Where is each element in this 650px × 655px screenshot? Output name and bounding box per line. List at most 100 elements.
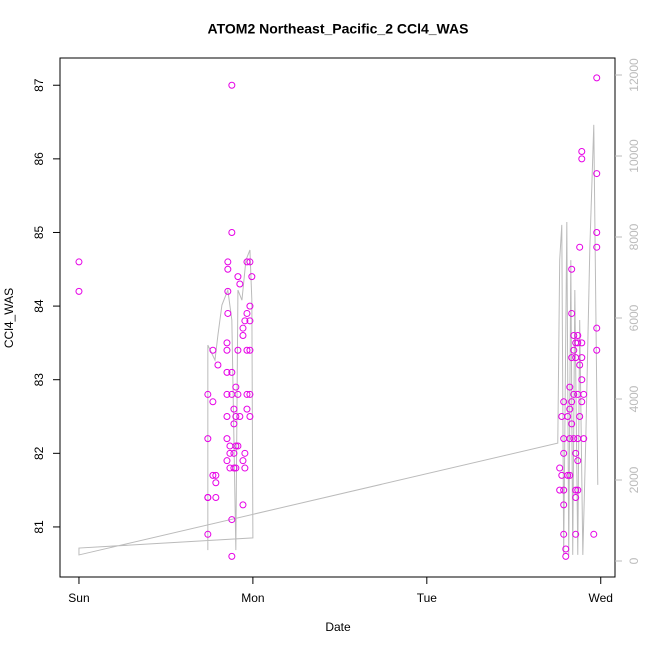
data-point: [246, 390, 254, 398]
data-point: [234, 442, 242, 450]
data-point: [576, 243, 584, 251]
data-point: [209, 471, 217, 479]
data-point: [572, 530, 580, 538]
data-point: [226, 449, 234, 457]
data-point: [243, 258, 251, 266]
data-point: [578, 354, 586, 362]
y-tick-label: 83: [32, 373, 46, 387]
data-point: [239, 457, 247, 465]
data-point: [566, 383, 574, 391]
data-point: [576, 413, 584, 421]
data-point: [223, 435, 231, 443]
data-point: [574, 332, 582, 340]
data-point: [580, 390, 588, 398]
data-point: [564, 471, 572, 479]
data-point: [246, 302, 254, 310]
chart-title: ATOM2 Northeast_Pacific_2 CCl4_WAS: [208, 21, 469, 37]
data-point: [204, 493, 212, 501]
y2-tick-label: 8000: [627, 223, 641, 250]
data-point: [212, 479, 220, 487]
data-point: [556, 486, 564, 494]
data-point: [248, 273, 256, 281]
data-point: [232, 442, 240, 450]
data-point: [246, 317, 254, 325]
data-point: [572, 493, 580, 501]
data-point: [568, 398, 576, 406]
data-point: [243, 309, 251, 317]
data-point: [243, 346, 251, 354]
data-point: [568, 309, 576, 317]
y-tick-label: 84: [32, 299, 46, 313]
data-point: [232, 383, 240, 391]
data-point: [574, 457, 582, 465]
data-point: [224, 258, 232, 266]
data-point: [566, 471, 574, 479]
y-tick-label: 82: [32, 446, 46, 460]
data-point: [230, 464, 238, 472]
data-point: [228, 81, 236, 89]
data-point: [230, 420, 238, 428]
data-point: [593, 74, 601, 82]
data-point: [570, 390, 578, 398]
y2-tick-label: 10000: [627, 139, 641, 173]
data-point: [572, 486, 580, 494]
data-point: [572, 449, 580, 457]
data-point: [239, 501, 247, 509]
x-tick-label: Wed: [589, 591, 613, 605]
data-point: [574, 339, 582, 347]
data-point: [223, 346, 231, 354]
data-point: [246, 258, 254, 266]
data-point: [228, 552, 236, 560]
data-point: [593, 346, 601, 354]
data-point: [568, 265, 576, 273]
data-point: [243, 405, 251, 413]
y-tick-label: 86: [32, 152, 46, 166]
data-point: [239, 332, 247, 340]
data-point: [75, 258, 83, 266]
data-point: [224, 287, 232, 295]
data-point: [239, 324, 247, 332]
data-point: [578, 398, 586, 406]
y-tick-label: 81: [32, 520, 46, 534]
data-point: [234, 390, 242, 398]
data-point: [560, 398, 568, 406]
data-point: [246, 346, 254, 354]
data-point: [241, 449, 249, 457]
data-point: [223, 413, 231, 421]
data-point: [590, 530, 598, 538]
data-point: [560, 501, 568, 509]
data-point: [204, 435, 212, 443]
y2-tick-label: 0: [627, 557, 641, 564]
data-point: [593, 243, 601, 251]
data-point: [568, 420, 576, 428]
y2-tick-label: 2000: [627, 466, 641, 493]
y2-tick-label: 4000: [627, 385, 641, 412]
data-point: [243, 390, 251, 398]
data-point: [214, 361, 222, 369]
data-point: [560, 486, 568, 494]
y2-tick-label: 6000: [627, 304, 641, 331]
x-tick-label: Tue: [417, 591, 438, 605]
data-point: [228, 368, 236, 376]
data-point: [560, 530, 568, 538]
data-point: [223, 390, 231, 398]
data-point: [204, 530, 212, 538]
x-tick-label: Sun: [68, 591, 89, 605]
data-point: [223, 339, 231, 347]
data-point: [224, 265, 232, 273]
data-point: [234, 346, 242, 354]
data-point: [230, 449, 238, 457]
data-point: [562, 552, 570, 560]
data-point: [209, 346, 217, 354]
data-point: [236, 280, 244, 288]
data-point: [234, 273, 242, 281]
y2-tick-label: 12000: [627, 58, 641, 92]
data-point: [566, 405, 574, 413]
data-point: [75, 287, 83, 295]
plot-frame: [59, 57, 616, 578]
data-point: [228, 228, 236, 236]
data-point: [241, 317, 249, 325]
x-tick-label: Mon: [241, 591, 264, 605]
data-point: [593, 228, 601, 236]
